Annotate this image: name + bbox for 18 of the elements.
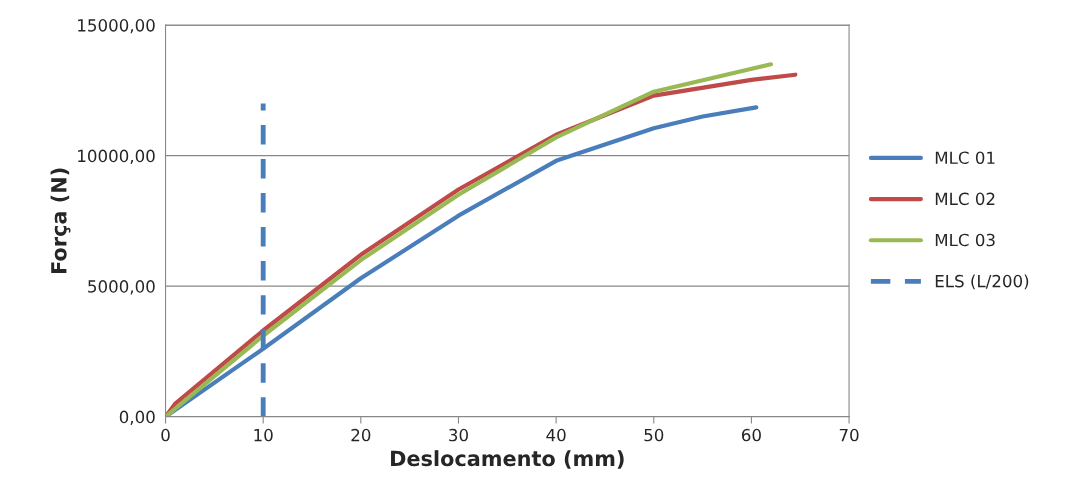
x-axis-title: Deslocamento (mm) <box>391 450 624 469</box>
legend-label: MLC 03 <box>935 233 995 247</box>
legend-label: MLC 01 <box>935 151 995 165</box>
y-tick-label: 0,00 <box>119 410 155 425</box>
x-tick-label: 70 <box>839 428 859 442</box>
legend-label: ELS (L/200) <box>935 274 1029 290</box>
x-tick-label: 10 <box>254 428 273 442</box>
y-tick-label: 10000,00 <box>78 149 155 164</box>
x-tick-label: 60 <box>741 428 761 442</box>
x-tick-label: 40 <box>546 428 566 442</box>
x-tick-label: 20 <box>351 428 371 442</box>
y-tick-label: 5000,00 <box>88 280 155 295</box>
x-tick-label: 50 <box>644 428 664 442</box>
y-axis-title: Força (N) <box>50 168 71 274</box>
legend-label: MLC 02 <box>935 192 995 206</box>
x-tick-label: 30 <box>449 428 468 442</box>
y-tick-label: 15000,00 <box>78 19 155 34</box>
x-tick-label: 0 <box>161 428 170 442</box>
